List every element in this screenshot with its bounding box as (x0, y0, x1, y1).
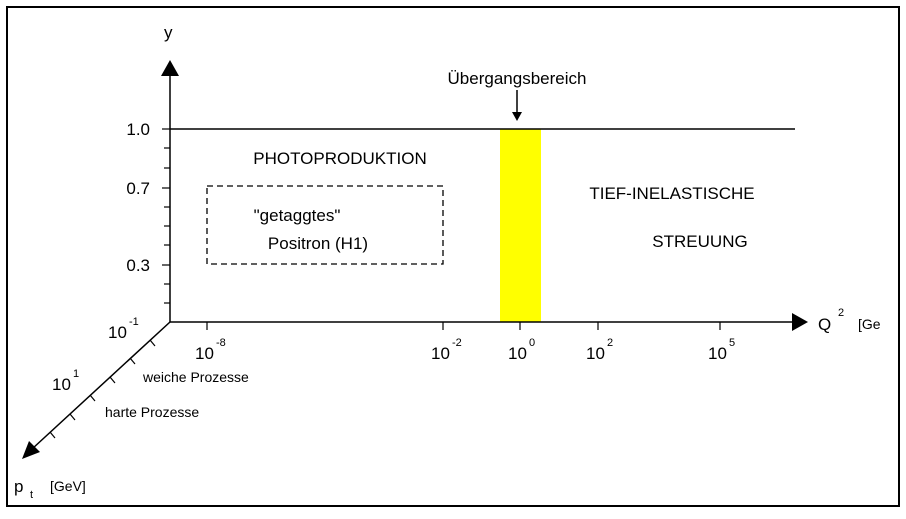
q2-axis-unit: [Ge (858, 316, 881, 332)
dis-label: TIEF-INELASTISCHE (589, 184, 754, 203)
x-tick-label-exp: 0 (529, 337, 535, 349)
x-tick-label: 10 (431, 344, 450, 363)
transition-label: Übergangsbereich (448, 69, 587, 88)
axes (31, 72, 798, 450)
y-tick-label: 0.7 (126, 179, 150, 198)
soft-label: weiche Prozesse (142, 369, 249, 385)
pt-tick-label: 10 (52, 375, 71, 394)
q2-axis-exp: 2 (838, 307, 844, 319)
x-tick-label: 10 (586, 344, 605, 363)
x-tick-label-exp: 2 (607, 337, 613, 349)
photoproduction-label: PHOTOPRODUKTION (253, 149, 426, 168)
arrowheads (22, 60, 808, 459)
tagged-label: Positron (H1) (268, 234, 368, 253)
hard-label: harte Prozesse (105, 404, 199, 420)
pt-axis-label: p (14, 477, 23, 496)
y-tick-label: 1.0 (126, 120, 150, 139)
pt-axis-unit: [GeV] (50, 478, 86, 494)
pt-tick-label-exp: -1 (129, 316, 139, 328)
y-tick-label: 0.3 (126, 256, 150, 275)
x-tick-label-exp: -2 (452, 337, 462, 349)
x-tick-label-exp: -8 (216, 337, 226, 349)
x-tick-label: 10 (708, 344, 727, 363)
tagged-label: "getaggtes" (254, 206, 341, 225)
x-tick-label: 10 (195, 344, 214, 363)
labels: y1.00.70.310-810-2100102105Q2[Ge10-1101p… (14, 23, 881, 501)
pt-tick-label: 10 (108, 323, 127, 342)
dis-label: STREUUNG (652, 232, 747, 251)
frame (6, 6, 900, 507)
tagged-box (206, 185, 444, 265)
q2-axis-label: Q (818, 315, 831, 334)
pt-axis-sub: t (30, 489, 33, 501)
y-axis-label: y (164, 23, 173, 42)
x-tick-label: 10 (508, 344, 527, 363)
x-tick-label-exp: 5 (729, 337, 735, 349)
transition-band (500, 129, 541, 322)
pt-tick-label-exp: 1 (73, 368, 79, 380)
